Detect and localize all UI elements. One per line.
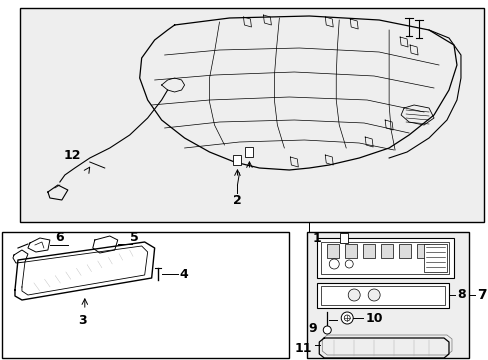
Bar [416, 244, 428, 258]
Bar [233, 155, 241, 165]
Bar [380, 244, 392, 258]
Bar [345, 244, 356, 258]
Text: 11: 11 [294, 342, 312, 355]
Bar [321, 242, 448, 274]
Text: 3: 3 [79, 314, 87, 327]
Bar [398, 244, 410, 258]
Text: 10: 10 [365, 311, 382, 324]
Bar [306, 232, 468, 358]
Circle shape [323, 326, 330, 334]
Circle shape [345, 260, 352, 268]
Bar [321, 286, 444, 305]
Circle shape [341, 312, 352, 324]
Text: 6: 6 [55, 230, 63, 243]
Circle shape [344, 315, 349, 321]
Bar [245, 147, 253, 157]
Bar [326, 244, 339, 258]
Bar [317, 238, 453, 278]
Text: 5: 5 [129, 230, 138, 243]
Text: 8: 8 [456, 288, 465, 302]
Text: 12: 12 [63, 149, 81, 162]
Text: 1: 1 [312, 231, 321, 244]
Circle shape [328, 259, 339, 269]
Circle shape [347, 289, 360, 301]
Text: 9: 9 [308, 321, 317, 334]
Circle shape [367, 289, 379, 301]
Bar [340, 233, 347, 243]
Bar [423, 244, 446, 272]
Bar [2, 232, 289, 358]
Bar [20, 8, 483, 222]
Text: 4: 4 [179, 267, 188, 280]
Text: 7: 7 [476, 288, 486, 302]
Bar [363, 244, 374, 258]
Bar [317, 283, 448, 308]
Text: 2: 2 [233, 194, 242, 207]
